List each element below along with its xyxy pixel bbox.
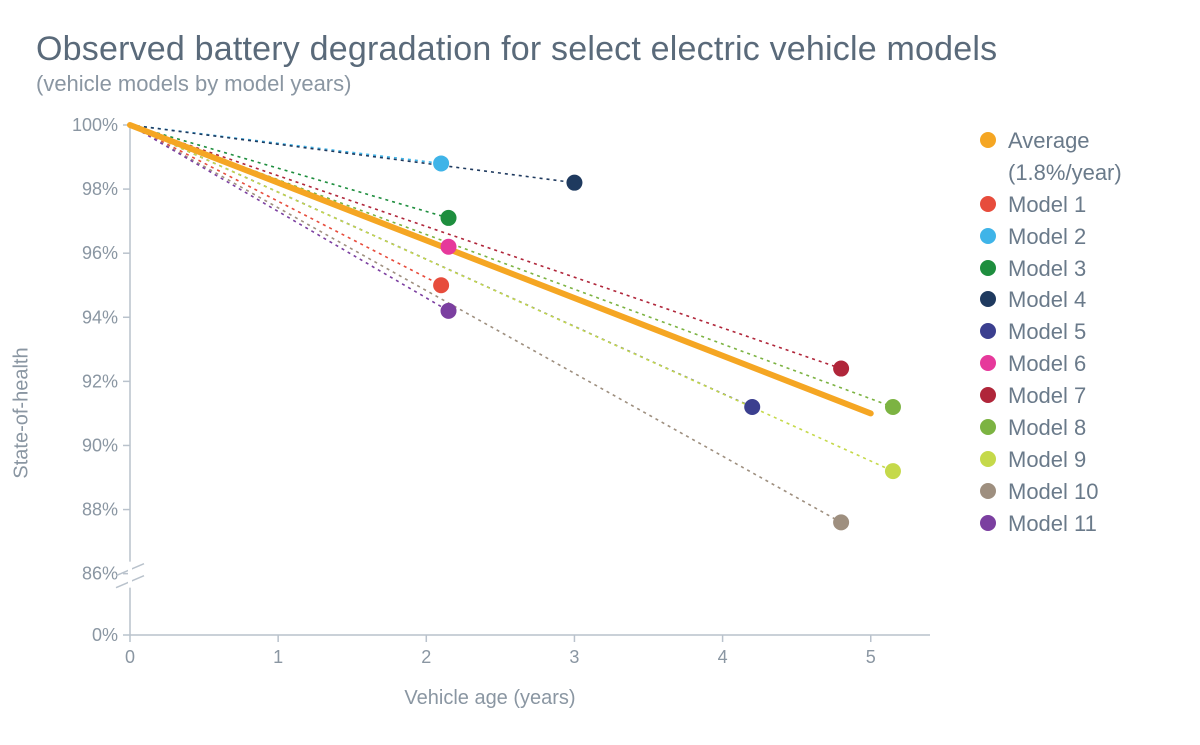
y-tick-label: 0% <box>92 625 118 645</box>
y-tick-label: 88% <box>82 500 118 520</box>
y-tick-label: 86% <box>82 564 118 584</box>
series-marker-model8 <box>885 399 901 415</box>
chart-subtitle: (vehicle models by model years) <box>36 71 1170 97</box>
series-line-model1 <box>130 125 441 285</box>
y-tick-label: 90% <box>82 435 118 455</box>
legend-item-model1: Model 1 <box>980 189 1168 221</box>
legend-label: Model 7 <box>1008 380 1086 412</box>
y-axis-label: State-of-health <box>11 347 34 478</box>
series-marker-model11 <box>441 303 457 319</box>
legend-swatch-icon <box>980 196 996 212</box>
series-line-model11 <box>130 125 449 311</box>
series-lines <box>130 125 893 522</box>
average-line-group <box>130 125 871 413</box>
legend-item-model5: Model 5 <box>980 316 1168 348</box>
chart-row: State-of-health 01234586%88%90%92%94%96%… <box>30 115 1170 710</box>
series-marker-model10 <box>833 514 849 530</box>
legend-label: Model 1 <box>1008 189 1086 221</box>
legend-swatch-icon <box>980 451 996 467</box>
legend-swatch-icon <box>980 323 996 339</box>
legend-swatch-icon <box>980 132 996 148</box>
y-tick-label: 98% <box>82 179 118 199</box>
series-marker-model5 <box>744 399 760 415</box>
series-marker-model7 <box>833 361 849 377</box>
legend-swatch-icon <box>980 228 996 244</box>
legend-label: Model 6 <box>1008 348 1086 380</box>
legend-label: Model 11 <box>1008 508 1097 540</box>
legend-item-average: Average (1.8%/year) <box>980 125 1168 189</box>
y-tick-label: 92% <box>82 371 118 391</box>
y-tick-label: 94% <box>82 307 118 327</box>
x-tick-label: 0 <box>125 647 135 667</box>
series-line-model3 <box>130 125 449 218</box>
series-marker-model2 <box>433 155 449 171</box>
legend-swatch-icon <box>980 419 996 435</box>
x-axis-label: Vehicle age (years) <box>30 687 950 710</box>
x-tick-label: 4 <box>718 647 728 667</box>
series-marker-model9 <box>885 463 901 479</box>
legend-swatch-icon <box>980 291 996 307</box>
series-line-model7 <box>130 125 841 369</box>
legend: Average (1.8%/year)Model 1Model 2Model 3… <box>980 125 1168 540</box>
legend-item-model9: Model 9 <box>980 444 1168 476</box>
legend-item-model6: Model 6 <box>980 348 1168 380</box>
series-marker-model1 <box>433 277 449 293</box>
legend-label: Model 2 <box>1008 221 1086 253</box>
legend-swatch-icon <box>980 483 996 499</box>
legend-label: Model 5 <box>1008 316 1086 348</box>
legend-item-model4: Model 4 <box>980 284 1168 316</box>
legend-label: Model 4 <box>1008 284 1086 316</box>
degradation-chart: 0 1 2 3 4 5 86% 88% 90% 92% 94% 96% 98% 100% 0% <box>30 115 950 685</box>
legend-item-model2: Model 2 <box>980 221 1168 253</box>
x-tick-label: 2 <box>421 647 431 667</box>
legend-item-model10: Model 10 <box>980 476 1168 508</box>
legend-item-model8: Model 8 <box>980 412 1168 444</box>
series-marker-model6 <box>441 239 457 255</box>
legend-label: Model 10 <box>1008 476 1099 508</box>
x-tick-label: 1 <box>273 647 283 667</box>
chart-title: Observed battery degradation for select … <box>36 30 1170 69</box>
legend-swatch-icon <box>980 260 996 276</box>
x-tick-label: 3 <box>569 647 579 667</box>
series-line-average <box>130 125 871 413</box>
legend-item-model7: Model 7 <box>980 380 1168 412</box>
axis-break-mask <box>128 562 132 588</box>
legend-swatch-icon <box>980 355 996 371</box>
legend-swatch-icon <box>980 387 996 403</box>
series-markers <box>433 155 901 530</box>
legend-label: Average (1.8%/year) <box>1008 125 1168 189</box>
series-line-model9 <box>130 125 893 471</box>
series-marker-model4 <box>566 175 582 191</box>
legend-label: Model 9 <box>1008 444 1086 476</box>
series-marker-model3 <box>441 210 457 226</box>
legend-label: Model 3 <box>1008 253 1086 285</box>
x-tick-label: 5 <box>866 647 876 667</box>
series-line-model10 <box>130 125 841 522</box>
legend-item-model11: Model 11 <box>980 508 1168 540</box>
legend-item-model3: Model 3 <box>980 253 1168 285</box>
chart-wrap: State-of-health 01234586%88%90%92%94%96%… <box>30 115 950 710</box>
y-tick-label: 96% <box>82 243 118 263</box>
legend-swatch-icon <box>980 515 996 531</box>
legend-label: Model 8 <box>1008 412 1086 444</box>
page: Observed battery degradation for select … <box>0 0 1200 745</box>
y-tick-label: 100% <box>72 115 118 135</box>
